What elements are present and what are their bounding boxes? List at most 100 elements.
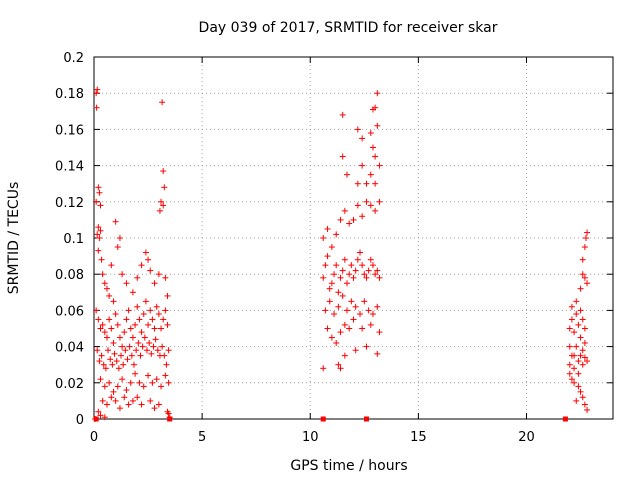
data-point (151, 280, 158, 287)
y-tick-label: 0.08 (55, 268, 84, 283)
data-point (94, 231, 101, 238)
data-point (97, 325, 104, 332)
data-point (162, 307, 169, 314)
data-point (566, 343, 573, 350)
data-point (128, 352, 135, 359)
data-point (159, 99, 166, 106)
data-point (354, 180, 361, 187)
data-point (372, 271, 379, 278)
data-point (120, 361, 127, 368)
data-point (135, 339, 142, 346)
data-point (129, 397, 136, 404)
data-point (335, 289, 342, 296)
data-point (341, 256, 348, 263)
data-point (155, 401, 162, 408)
data-point (106, 292, 113, 299)
y-tick-label: 0.02 (55, 377, 84, 392)
data-point (374, 267, 381, 274)
data-point (97, 412, 104, 419)
data-point (568, 316, 575, 323)
data-point (577, 285, 584, 292)
data-point (93, 90, 100, 97)
data-point (126, 343, 133, 350)
data-point (94, 347, 101, 354)
data-point (326, 298, 333, 305)
data-point (141, 334, 148, 341)
data-point (328, 244, 335, 251)
data-point (374, 122, 381, 129)
data-point (579, 394, 586, 401)
x-tick-label: 0 (90, 430, 98, 445)
data-point (359, 162, 366, 169)
data-point (374, 350, 381, 357)
data-point (582, 235, 589, 241)
data-point (359, 325, 366, 332)
data-point (352, 267, 359, 274)
data-point (99, 397, 106, 404)
data-point (581, 274, 588, 281)
data-point (324, 225, 331, 232)
data-point (328, 280, 335, 287)
data-point (146, 339, 153, 346)
data-point (134, 303, 141, 310)
data-point (333, 231, 340, 238)
zero-marker (363, 416, 369, 422)
data-point (365, 307, 372, 314)
data-point (568, 303, 575, 310)
data-point (134, 394, 141, 401)
data-point (331, 271, 338, 278)
data-point (102, 365, 109, 372)
data-point (374, 90, 381, 97)
data-point (337, 216, 344, 223)
data-point (139, 343, 146, 350)
data-point (143, 347, 150, 354)
data-point (335, 361, 342, 368)
data-point (116, 235, 123, 241)
data-point (114, 244, 121, 251)
data-point (140, 383, 147, 390)
data-point (158, 198, 165, 205)
data-point (148, 350, 155, 357)
data-point (573, 397, 580, 404)
data-point (147, 397, 154, 404)
data-point (137, 352, 144, 359)
data-point (110, 388, 117, 395)
data-point (333, 262, 340, 269)
data-point (571, 329, 578, 336)
data-point (372, 207, 379, 214)
data-point (95, 316, 102, 323)
y-tick-label: 0.16 (55, 123, 84, 138)
zero-marker (167, 416, 173, 422)
zero-marker (320, 416, 326, 422)
data-point (142, 249, 149, 256)
data-point (326, 285, 333, 292)
data-point (156, 207, 163, 214)
data-point (341, 207, 348, 214)
data-point (108, 325, 115, 332)
data-point (160, 168, 167, 175)
data-point (575, 321, 582, 328)
y-tick-label: 0.04 (55, 341, 84, 356)
data-point (101, 414, 108, 421)
data-point (116, 334, 123, 341)
data-point (161, 352, 168, 359)
data-point (341, 321, 348, 328)
data-point (125, 307, 132, 314)
data-point (320, 235, 327, 241)
data-point (95, 224, 102, 231)
x-axis-tick-labels: 0 5 10 15 20 (90, 430, 535, 445)
zero-marker (562, 416, 568, 422)
data-point (121, 329, 128, 336)
axis-ticks (93, 56, 613, 420)
data-point (159, 343, 166, 350)
data-point (123, 387, 130, 394)
data-point (575, 383, 582, 390)
data-point (119, 271, 126, 278)
data-point (134, 274, 141, 281)
data-point (138, 262, 145, 269)
data-point (149, 379, 156, 386)
data-point (108, 394, 115, 401)
data-point (112, 311, 119, 318)
data-point (354, 202, 361, 209)
data-point (105, 347, 112, 354)
